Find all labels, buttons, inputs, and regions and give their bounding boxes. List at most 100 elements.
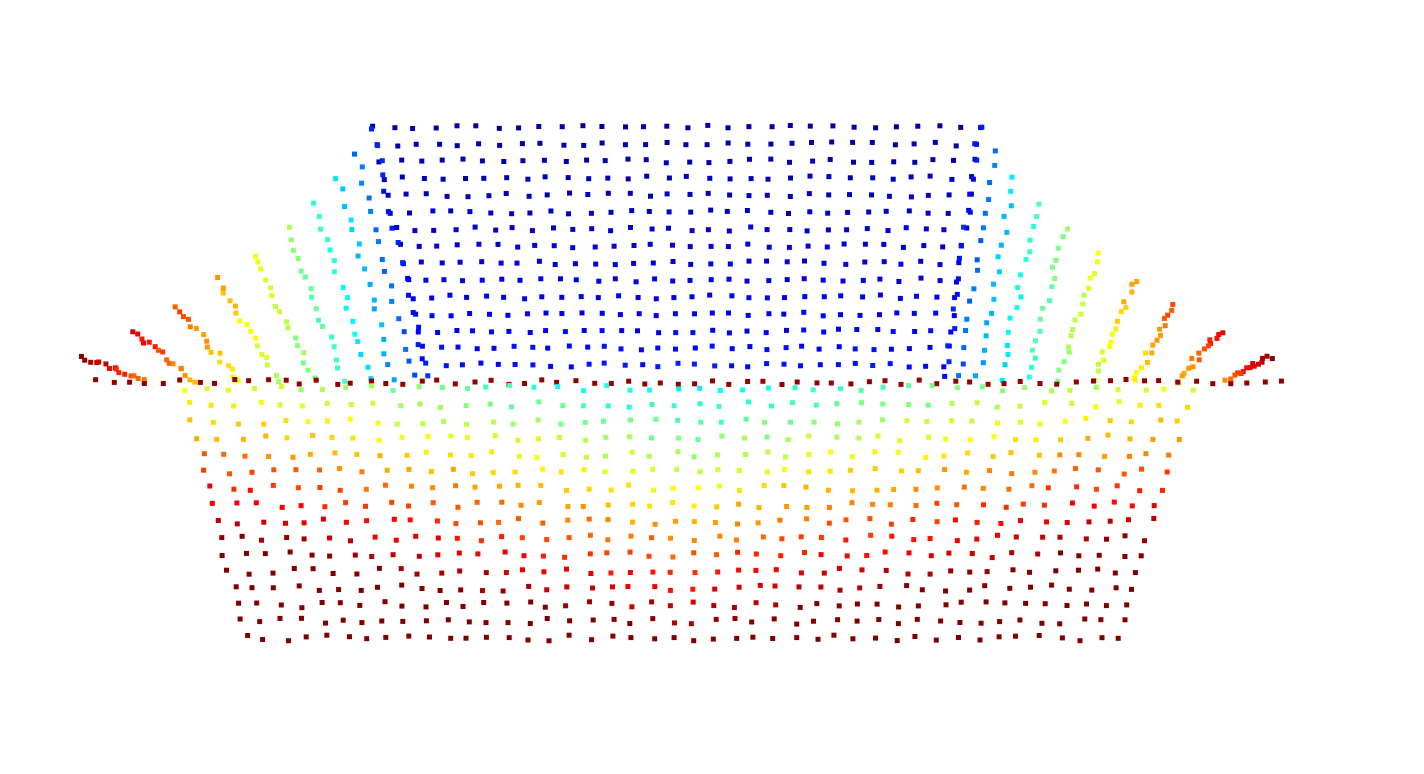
point-marker: [1037, 328, 1043, 334]
point-marker: [540, 553, 546, 559]
point-marker: [375, 584, 380, 590]
point-marker: [804, 505, 810, 510]
point-marker: [726, 381, 732, 387]
point-marker: [987, 468, 992, 474]
point-marker: [980, 360, 986, 366]
point-marker: [691, 538, 697, 543]
point-marker: [929, 383, 935, 389]
point-marker: [538, 276, 544, 282]
point-marker: [736, 501, 742, 507]
point-marker: [285, 325, 291, 331]
point-marker: [187, 324, 193, 330]
point-marker: [630, 519, 636, 525]
point-marker: [448, 208, 454, 214]
point-marker: [603, 434, 609, 440]
point-marker: [1264, 353, 1270, 359]
point-marker: [666, 209, 672, 215]
point-marker: [725, 244, 731, 250]
point-marker: [807, 173, 813, 179]
point-marker: [499, 499, 505, 505]
point-marker: [708, 243, 714, 249]
point-marker: [390, 552, 396, 558]
point-marker: [1083, 416, 1089, 421]
point-marker: [1057, 452, 1063, 458]
point-marker: [299, 403, 305, 409]
point-marker: [1086, 519, 1092, 525]
point-marker: [924, 419, 930, 425]
point-marker: [370, 123, 376, 129]
point-marker: [769, 124, 775, 130]
point-marker: [1013, 633, 1018, 639]
point-marker: [934, 381, 940, 387]
point-marker: [643, 157, 649, 163]
point-marker: [1076, 553, 1082, 559]
point-marker: [1259, 359, 1265, 365]
point-marker: [429, 313, 435, 319]
point-marker: [942, 373, 948, 379]
point-marker: [691, 361, 697, 367]
point-marker: [825, 210, 831, 216]
point-marker: [193, 326, 199, 331]
point-marker: [602, 453, 608, 459]
point-marker: [520, 158, 526, 164]
point-marker: [820, 313, 826, 319]
point-marker: [672, 311, 678, 317]
point-marker: [911, 537, 917, 543]
point-marker: [1033, 437, 1039, 443]
point-marker: [237, 318, 243, 324]
point-marker: [548, 208, 554, 214]
point-marker: [283, 377, 289, 383]
point-marker: [177, 309, 183, 315]
point-marker: [850, 636, 856, 642]
point-marker: [103, 361, 109, 367]
point-marker: [967, 437, 973, 443]
point-marker: [476, 141, 482, 147]
point-marker: [804, 228, 810, 234]
point-marker: [985, 381, 991, 387]
point-marker: [671, 403, 677, 409]
point-marker: [1064, 603, 1070, 608]
point-marker: [423, 604, 429, 610]
point-marker: [787, 227, 793, 233]
point-marker: [1065, 226, 1071, 232]
point-marker: [499, 534, 505, 540]
point-marker: [324, 418, 330, 424]
point-marker: [967, 298, 973, 304]
point-marker: [691, 503, 697, 509]
point-marker: [187, 377, 193, 383]
point-marker: [204, 344, 210, 350]
point-marker: [340, 284, 346, 290]
point-marker: [477, 520, 483, 526]
point-marker: [631, 260, 637, 266]
point-marker: [821, 329, 827, 335]
point-marker: [544, 192, 550, 198]
point-marker: [1003, 504, 1009, 510]
point-marker: [854, 327, 860, 332]
point-marker: [364, 518, 370, 524]
point-marker: [586, 516, 592, 522]
point-marker: [850, 488, 855, 494]
point-marker: [671, 635, 677, 641]
point-marker: [764, 347, 770, 353]
point-marker: [801, 309, 807, 315]
point-marker: [273, 303, 278, 309]
point-marker: [843, 261, 849, 267]
point-marker: [573, 378, 579, 384]
point-marker: [383, 381, 389, 386]
point-marker: [429, 295, 435, 301]
point-marker: [349, 227, 355, 232]
point-marker: [131, 373, 137, 379]
point-marker: [786, 244, 792, 250]
point-marker: [219, 535, 225, 541]
point-marker: [566, 343, 572, 349]
point-marker: [107, 366, 112, 371]
point-marker: [587, 551, 593, 557]
point-marker: [453, 483, 459, 489]
point-marker: [369, 554, 375, 559]
point-marker: [1260, 355, 1266, 361]
point-marker: [479, 277, 485, 283]
point-marker: [783, 454, 788, 460]
point-marker: [1186, 365, 1192, 371]
